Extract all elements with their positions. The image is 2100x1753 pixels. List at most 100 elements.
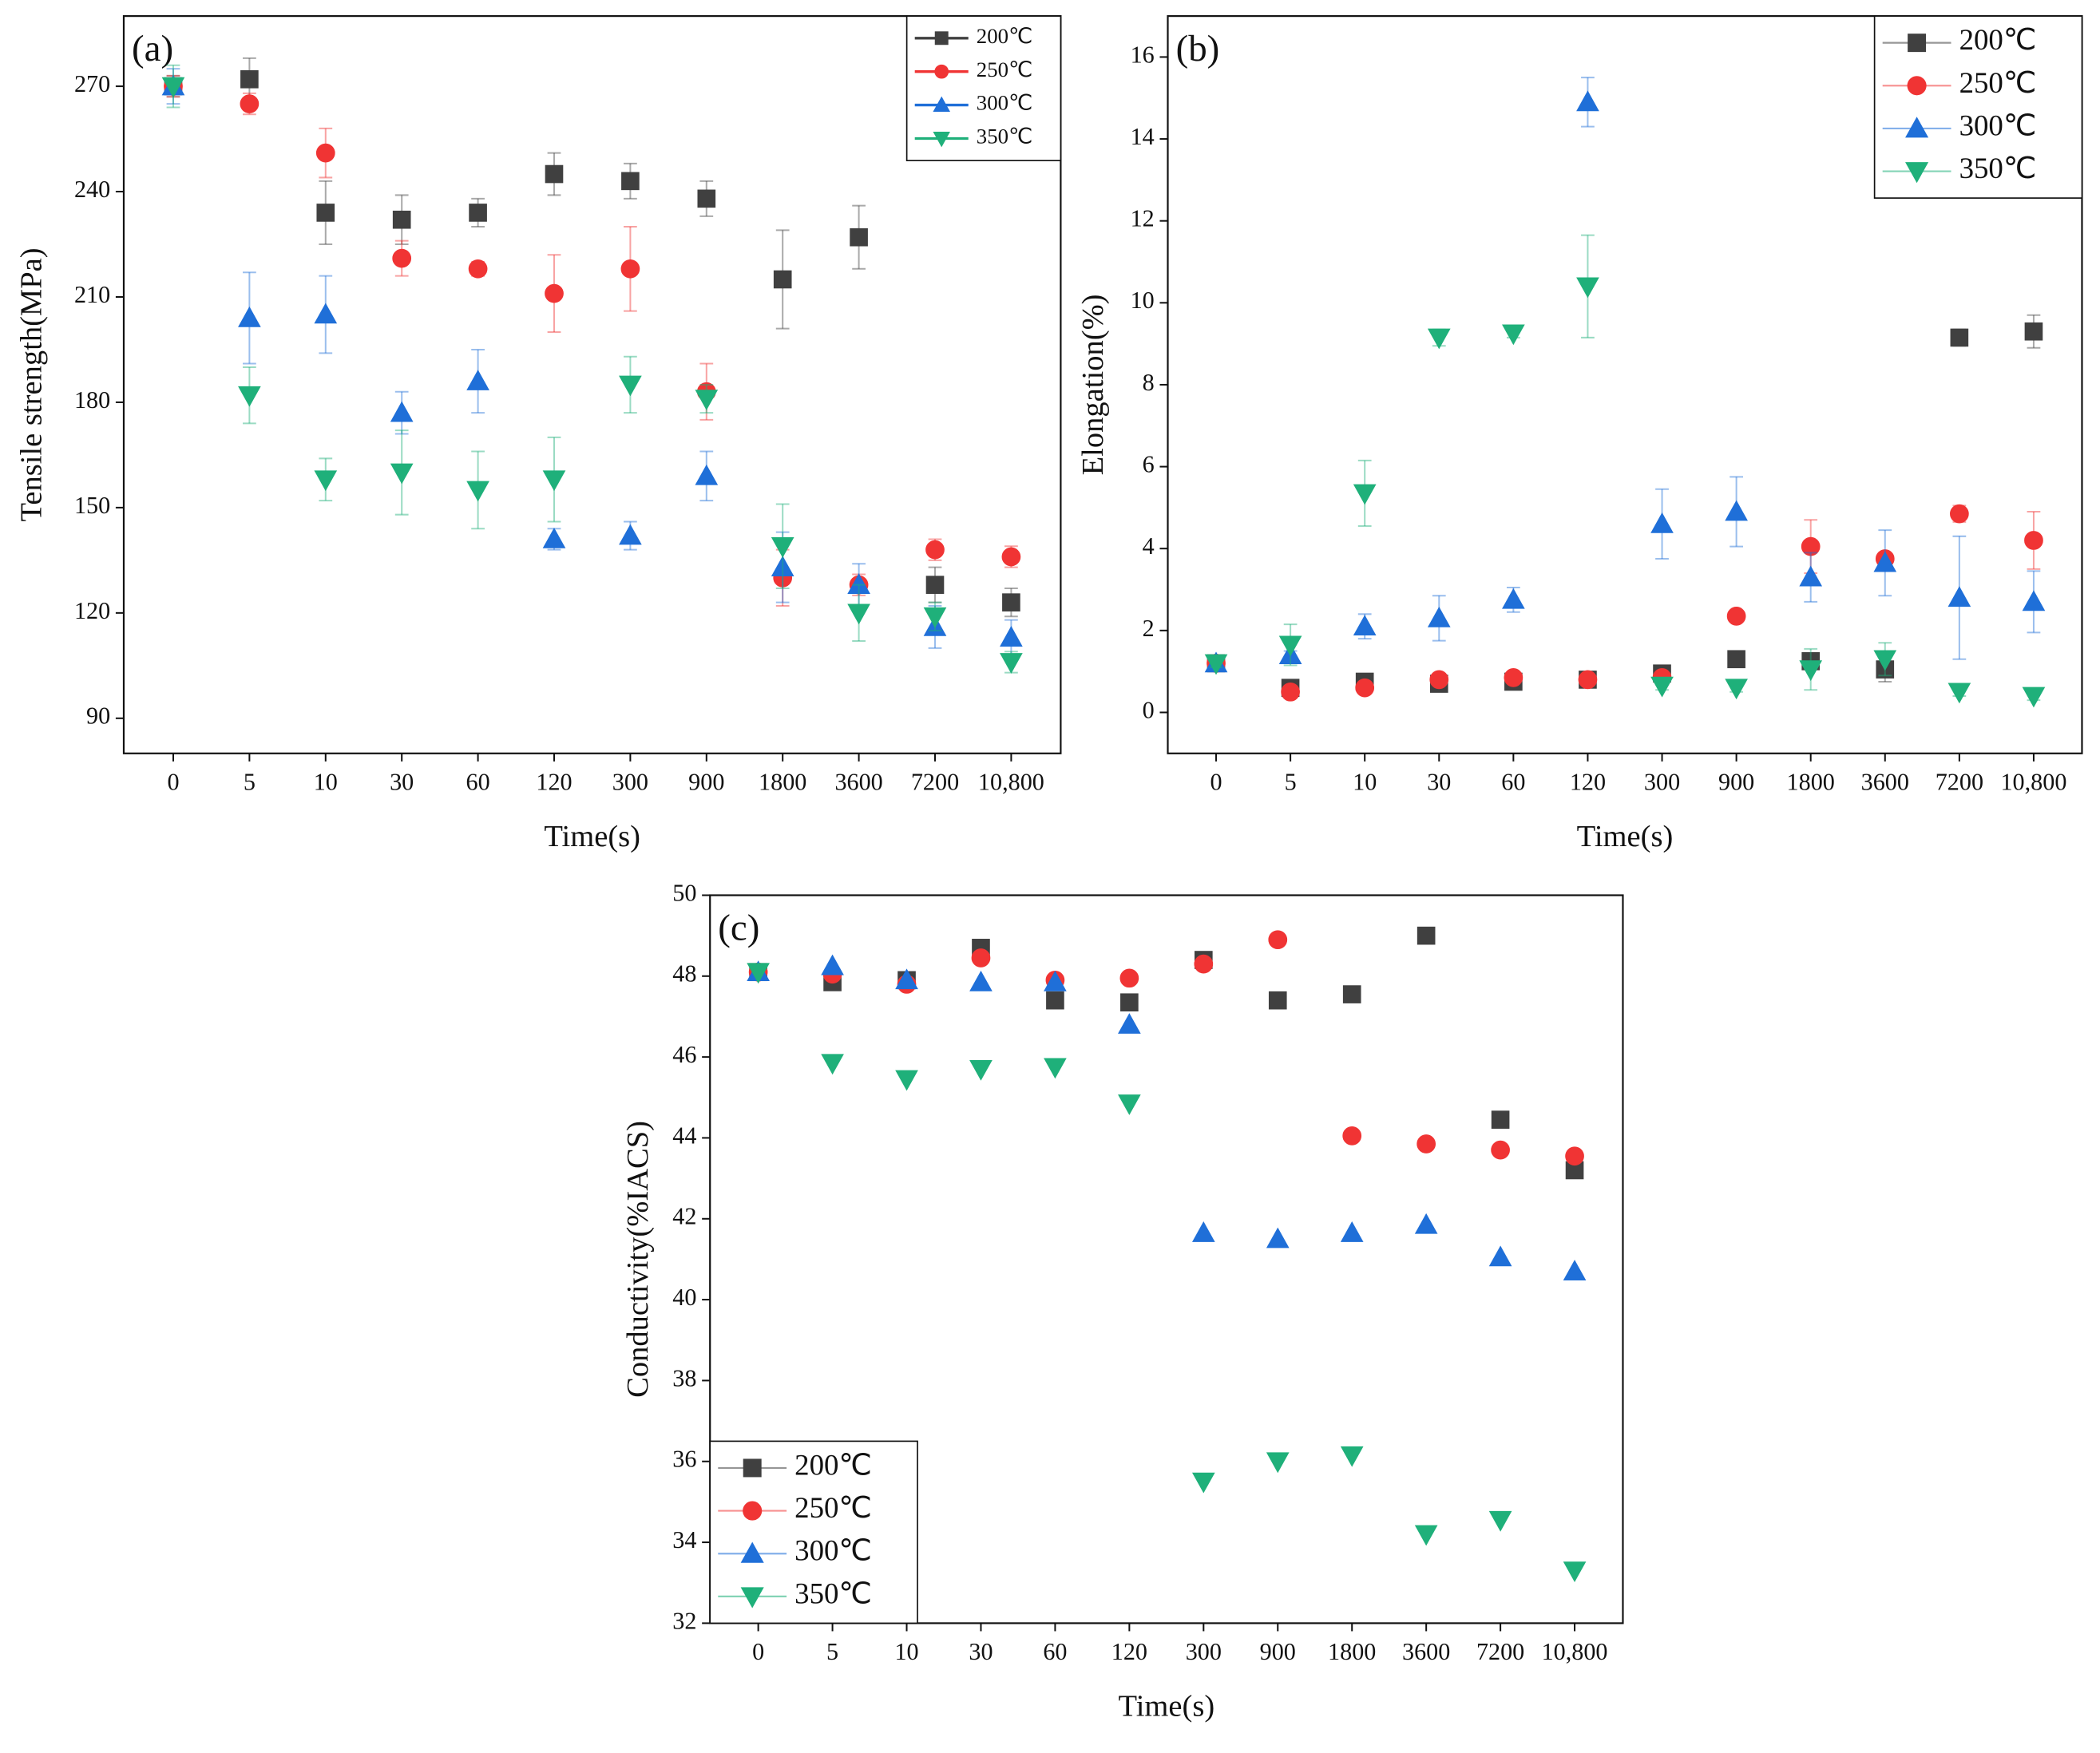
marker (619, 375, 642, 397)
marker (1576, 90, 1599, 112)
x-tick-label: 5 (244, 768, 256, 795)
marker (1000, 626, 1023, 647)
marker (2022, 687, 2046, 708)
marker (740, 1587, 764, 1609)
x-tick-label: 10,800 (1542, 1638, 1608, 1665)
marker (1905, 162, 1929, 184)
legend-label: 350℃ (794, 1577, 872, 1609)
legend-label: 300℃ (1959, 109, 2037, 141)
legend-label: 350℃ (1959, 152, 2037, 184)
y-tick-label: 34 (672, 1526, 696, 1553)
marker (821, 1054, 844, 1075)
y-tick-label: 36 (672, 1446, 696, 1473)
y-tick-label: 50 (672, 879, 696, 906)
marker (1565, 1146, 1584, 1166)
marker (1119, 968, 1139, 988)
x-tick-label: 120 (536, 768, 572, 795)
marker (1576, 277, 1599, 299)
plot-frame (122, 15, 1062, 754)
marker (1353, 484, 1377, 505)
y-tick-label: 150 (74, 492, 110, 519)
y-tick-label: 0 (1143, 696, 1155, 723)
marker (850, 228, 868, 247)
marker (743, 1501, 763, 1521)
marker (1044, 1058, 1067, 1079)
legend-label: 300℃ (794, 1534, 872, 1567)
y-tick-label: 16 (1131, 41, 1155, 68)
marker (1340, 1221, 1364, 1242)
marker (1502, 588, 1525, 609)
marker (1905, 117, 1929, 138)
marker (1414, 1213, 1438, 1234)
marker (1563, 1260, 1587, 1280)
marker (1417, 926, 1436, 945)
x-tick-label: 60 (1043, 1638, 1067, 1665)
marker (2022, 590, 2046, 611)
marker (240, 94, 260, 113)
marker (847, 573, 870, 594)
x-tick-label: 1800 (759, 768, 806, 795)
marker (1118, 1013, 1141, 1034)
legend-label: 200℃ (977, 24, 1032, 48)
marker (316, 204, 335, 222)
x-tick-label: 300 (1186, 1638, 1222, 1665)
x-tick-label: 0 (752, 1638, 764, 1665)
marker (1414, 1525, 1438, 1546)
marker (620, 259, 640, 279)
marker (743, 1458, 762, 1478)
marker (1947, 586, 1971, 607)
y-tick-label: 48 (672, 960, 696, 987)
marker (1908, 34, 1927, 53)
marker (1873, 551, 1897, 572)
marker (621, 172, 640, 191)
marker (1947, 683, 1971, 704)
marker (2024, 322, 2043, 341)
x-tick-label: 900 (1260, 1638, 1296, 1665)
x-tick-label: 3600 (1861, 768, 1909, 795)
x-tick-label: 10 (894, 1638, 918, 1665)
marker (392, 248, 412, 268)
marker (1650, 676, 1674, 698)
chart-panel: 0 2 4 6 8 10 12 14 16 0 5 10 30 60 120 300 900 1800 3600 72… (1076, 15, 2083, 853)
marker (934, 64, 949, 79)
marker (1417, 1134, 1436, 1153)
marker (969, 1060, 993, 1081)
x-tick-label: 300 (1644, 768, 1680, 795)
marker (240, 69, 259, 89)
legend-label: 250℃ (1959, 66, 2037, 99)
marker (469, 204, 487, 222)
x-tick-label: 900 (1718, 768, 1754, 795)
marker (1873, 650, 1897, 671)
marker (545, 164, 564, 184)
legend-box (905, 15, 1062, 161)
marker (1191, 1221, 1215, 1242)
x-tick-label: 10 (314, 768, 338, 795)
marker (697, 189, 716, 208)
y-tick-label: 270 (74, 70, 110, 97)
marker (1044, 970, 1067, 991)
marker (1504, 667, 1523, 687)
marker (1353, 615, 1377, 636)
marker (314, 303, 338, 324)
marker (238, 386, 261, 407)
y-tick-label: 12 (1131, 205, 1155, 232)
marker (545, 283, 564, 303)
x-tick-label: 10,800 (2000, 768, 2066, 795)
marker (1563, 1561, 1587, 1583)
marker (1427, 328, 1451, 350)
marker (390, 401, 414, 422)
marker (1342, 985, 1361, 1003)
marker (542, 527, 566, 548)
marker (925, 576, 945, 594)
x-tick-label: 10,800 (978, 768, 1044, 795)
marker (392, 210, 411, 229)
marker (969, 970, 993, 991)
marker (747, 963, 770, 984)
marker (1342, 1126, 1362, 1146)
y-axis-title: Elongation(%) (1076, 294, 1110, 475)
y-tick-label: 240 (74, 176, 110, 203)
marker (1268, 930, 1288, 950)
marker (971, 948, 991, 968)
marker (1799, 565, 1823, 587)
marker (821, 954, 844, 975)
